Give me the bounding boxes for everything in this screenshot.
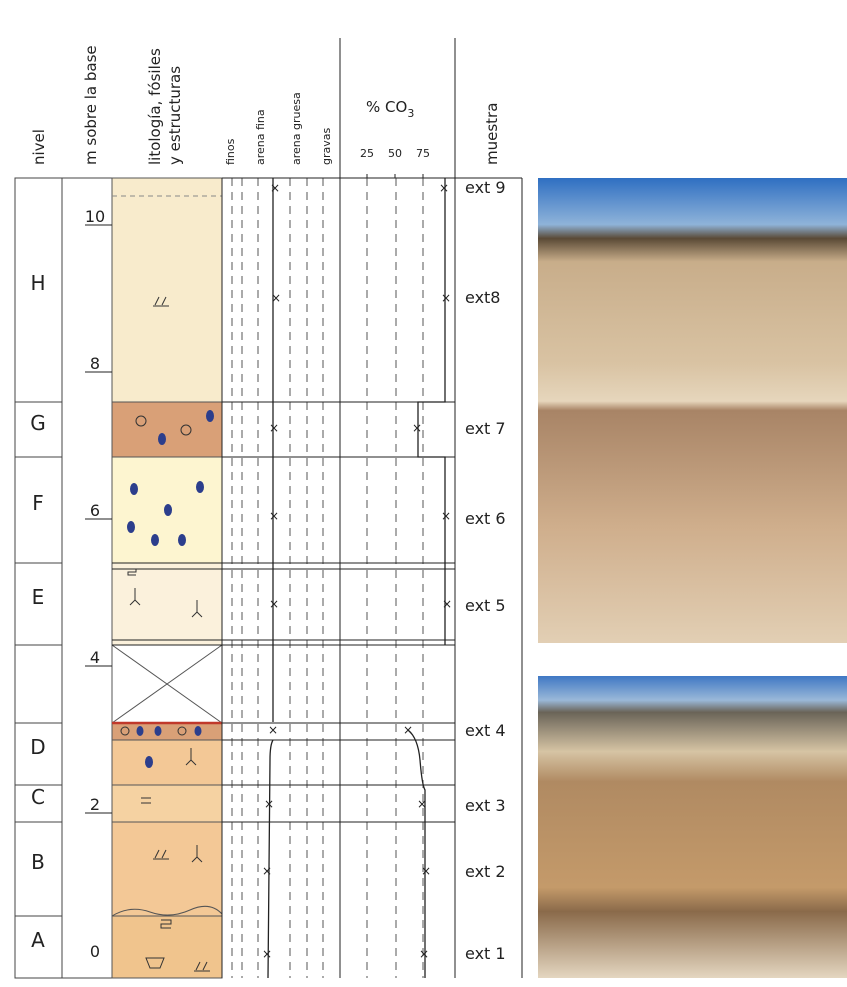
co3-ticks: 25 50 75: [360, 147, 430, 178]
level-label: F: [32, 491, 44, 515]
level-label: H: [30, 271, 45, 295]
level-label: D: [30, 735, 45, 759]
header-texture: arena fina: [254, 109, 267, 165]
svg-text:×: ×: [268, 723, 278, 737]
co3-tick-label: 75: [416, 147, 430, 160]
structure-symbols: [120, 296, 210, 972]
sample-markers: × × × × × × × × × × × × × × × × × ×: [262, 181, 452, 961]
scale-label: 8: [90, 354, 100, 373]
svg-text:×: ×: [264, 797, 274, 811]
level-labels: H G F E D C B A: [30, 271, 46, 952]
scale-label: 6: [90, 501, 100, 520]
svg-text:×: ×: [269, 509, 279, 523]
fossil-symbols: [127, 410, 214, 768]
svg-text:×: ×: [262, 864, 272, 878]
svg-text:×: ×: [262, 947, 272, 961]
svg-text:×: ×: [403, 723, 413, 737]
header-co3: % CO3: [366, 98, 414, 120]
header-litologia: y estructuras: [166, 66, 184, 165]
level-label: A: [31, 928, 45, 952]
sample-label: ext8: [465, 288, 500, 307]
sample-label: ext 6: [465, 509, 506, 528]
scale-label: 2: [90, 795, 100, 814]
svg-text:×: ×: [270, 181, 280, 195]
scale-label: 4: [90, 648, 100, 667]
svg-text:×: ×: [269, 421, 279, 435]
co3-tick-label: 50: [388, 147, 402, 160]
svg-text:×: ×: [421, 864, 431, 878]
level-label: G: [30, 411, 46, 435]
svg-text:×: ×: [441, 509, 451, 523]
co3-profile: [407, 178, 446, 978]
texture-gridlines: [231, 178, 324, 978]
level-label: B: [31, 850, 45, 874]
sample-label: ext 7: [465, 419, 506, 438]
sample-label: ext 4: [465, 721, 506, 740]
level-label: E: [32, 585, 45, 609]
outcrop-photo-upper: [538, 178, 847, 643]
grain-profile: [267, 178, 274, 979]
svg-text:×: ×: [419, 947, 429, 961]
svg-text:×: ×: [442, 597, 452, 611]
header-texture: arena gruesa: [290, 92, 303, 165]
height-scale: 10 8 6 4 2 0: [85, 207, 112, 961]
header-m-base: m sobre la base: [82, 45, 100, 165]
level-label: C: [31, 785, 45, 809]
svg-text:×: ×: [269, 597, 279, 611]
svg-text:×: ×: [441, 291, 451, 305]
co3-tick-label: 25: [360, 147, 374, 160]
svg-text:×: ×: [271, 291, 281, 305]
header-texture: finos: [224, 138, 237, 165]
header-litologia: litología, fósiles: [146, 48, 164, 165]
co3-sub: 3: [407, 107, 414, 120]
gap-cross: [111, 644, 223, 724]
sample-label: ext 5: [465, 596, 506, 615]
sample-label: ext 1: [465, 944, 506, 963]
sample-label: ext 9: [465, 178, 506, 197]
outcrop-photo-lower: [538, 676, 847, 978]
scale-label: 10: [85, 207, 105, 226]
header-texture: gravas: [320, 128, 333, 165]
sample-labels: ext 9 ext8 ext 7 ext 6 ext 5 ext 4 ext 3 ext 2 e…: [465, 178, 506, 963]
header-muestra: muestra: [483, 103, 501, 165]
co3-text: % CO: [366, 98, 407, 116]
sample-label: ext 3: [465, 796, 506, 815]
column-frame: [112, 177, 523, 978]
erosive-boundary: [111, 905, 223, 917]
sample-label: ext 2: [465, 862, 506, 881]
lithology: [111, 177, 223, 979]
header-nivel: nivel: [30, 129, 48, 165]
svg-text:×: ×: [439, 181, 449, 195]
svg-text:×: ×: [412, 421, 422, 435]
nivel-boxes: [14, 177, 113, 979]
scale-label: 0: [90, 942, 100, 961]
co3-gridlines: [366, 178, 424, 978]
svg-text:×: ×: [417, 797, 427, 811]
